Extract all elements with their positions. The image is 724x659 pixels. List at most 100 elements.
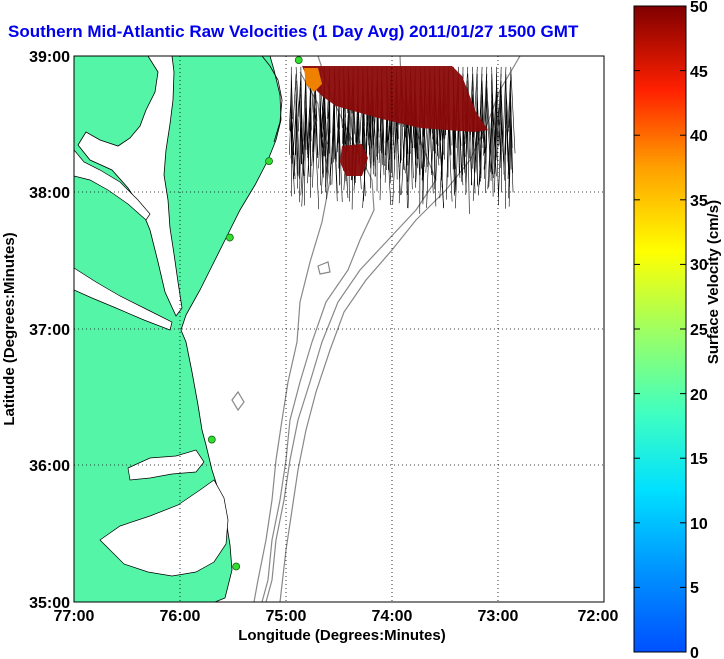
velocity-vector [335,107,340,163]
velocity-vector [422,128,426,205]
velocity-vector [331,101,335,185]
velocity-vector [472,128,476,194]
velocity-vector [295,87,300,175]
colorbar [633,5,687,653]
velocity-vector [448,128,453,202]
velocity-vector [312,121,316,188]
cb-tick-7: 35 [690,193,708,210]
velocity-vector [395,121,400,167]
lon-tick-0: 77:00 [54,608,95,625]
velocity-vector [307,121,311,184]
velocity-vector [314,114,319,158]
velocity-vector [326,128,330,200]
station-marker [265,157,273,166]
lat-tick-labels: 39:00 38:00 37:00 36:00 35:00 [29,49,70,612]
velocity-vector [490,128,492,181]
velocity-vector [372,121,374,162]
cb-tick-10: 50 [690,0,708,16]
velocity-vector [300,87,304,151]
velocity-vector [474,128,478,173]
velocity-vector [298,73,302,117]
velocity-vector [299,128,302,203]
cb-tick-2: 10 [690,516,708,533]
velocity-vector [288,87,292,131]
velocity-vector [312,101,316,152]
james-river [74,267,173,331]
velocity-vector [291,121,295,195]
velocity-vector [333,121,338,194]
velocity-vector [374,121,378,177]
velocity-vector [319,101,324,148]
station-marker [294,56,303,64]
velocity-vector [325,94,330,156]
velocity-vector [384,114,387,156]
velocity-vector [295,121,298,189]
lon-tick-labels: 77:00 76:00 75:00 74:00 73:00 72:00 [54,608,619,625]
velocity-vector [508,128,512,207]
cb-tick-1: 5 [690,580,699,597]
velocity-vector [494,94,497,147]
velocity-vector [507,73,512,137]
velocity-vector [333,128,338,202]
lon-tick-3: 74:00 [372,608,413,625]
velocity-vector [507,94,512,180]
velocity-vector [325,121,330,187]
velocity-vector [496,101,500,145]
velocity-vector [508,114,512,199]
velocity-vector [398,128,402,204]
velocity-vector [498,128,502,197]
velocity-vector [465,121,469,196]
velocity-vector [300,114,306,196]
lat-tick-4: 35:00 [29,595,70,612]
velocity-vector [318,128,321,169]
velocity-vector [462,121,467,192]
colorbar-tick-labels: 0 5 10 15 20 25 30 35 40 45 50 [690,0,708,659]
velocity-vector [487,114,492,190]
velocity-field-lower [340,144,368,176]
cb-tick-3: 15 [690,451,708,468]
velocity-vector [505,107,509,163]
velocity-vector [467,128,470,214]
velocity-vector [289,101,292,155]
velocity-vector [307,114,311,158]
lat-tick-3: 36:00 [29,458,70,475]
velocity-vector [426,128,430,208]
chesapeake-bay [77,56,183,317]
velocity-vector [314,107,319,156]
velocity-vector [502,66,507,152]
velocity-vector [299,101,302,179]
cb-tick-0: 0 [690,645,699,659]
velocity-vector [421,121,426,181]
pamlico-sound [99,479,229,577]
velocity-vector [446,121,450,200]
velocity-vector [302,80,306,142]
velocity-vector [311,94,316,167]
lat-tick-2: 37:00 [29,322,70,339]
velocity-vector [362,128,368,208]
cb-tick-9: 45 [690,64,708,81]
hf-radar-stations [207,56,303,571]
velocity-vector [410,121,413,190]
station-marker [232,562,241,571]
velocity-field-orange [304,68,322,92]
lon-tick-1: 76:00 [160,608,201,625]
velocity-vector [488,121,492,188]
velocity-vector [510,121,514,193]
velocity-vector [330,114,335,177]
velocity-vector [372,128,374,175]
lat-tick-1: 38:00 [29,185,70,202]
velocity-vector [294,128,297,176]
velocity-vector [407,114,411,182]
velocity-vector [478,128,483,196]
page-title: Southern Mid-Atlantic Raw Velocities (1 … [8,22,579,41]
velocity-vector [307,94,311,147]
velocity-vector [370,114,373,189]
station-marker [225,233,234,242]
colorbar-label: Surface Velocity (cm/s) [705,200,722,364]
velocity-vector [407,128,411,209]
velocity-vector [290,73,297,159]
velocity-vector [434,128,437,207]
velocity-vector [500,87,505,164]
velocity-vector [496,73,502,158]
